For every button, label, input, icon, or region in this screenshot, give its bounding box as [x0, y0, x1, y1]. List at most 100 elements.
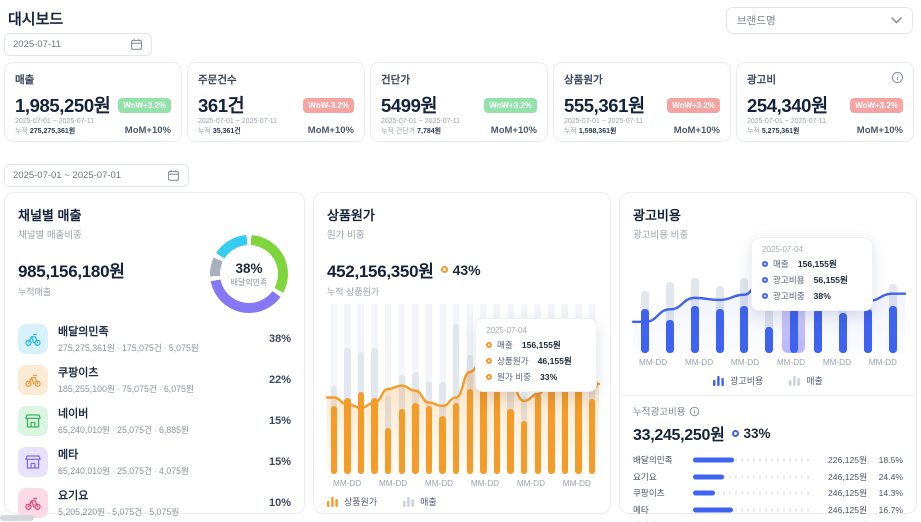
kpi-card-aov: 건단가 5499원 WoW+3.2% 2025-07-01 ~ 2025-07-…: [370, 62, 548, 142]
bike-icon: [18, 487, 48, 518]
channel-name: 메타: [58, 449, 79, 461]
cost-total-label: 누적 상품원가: [327, 287, 380, 297]
kpi-card-ad-spend: 광고비 254,340원 WoW+3.2% 2025-07-01 ~ 2025-…: [736, 62, 914, 142]
panels-row: 채널별 매출 채널별 매출비중 985,156,180원 누적매출 38% 배달…: [4, 192, 917, 522]
kpi-cumulative: 누적 275,275,361원: [15, 128, 76, 135]
channel-row-naver[interactable]: 네이버 65,240,010원 · 25,075건 · 6,885원 15%: [18, 400, 291, 441]
chevron-down-icon: [891, 17, 902, 24]
channel-name: 쿠팡이츠: [58, 367, 99, 379]
bar-chart-icon: [327, 496, 338, 507]
tooltip-date: 2025-07-04: [762, 245, 803, 254]
date-picker-value: 2025-07-11: [13, 39, 61, 50]
cost-bar-line-chart[interactable]: 2025-07-04 매출 156,155원 상품원가 46,155원 원가 비중 3…: [325, 304, 601, 474]
ad-cum-pct: 33%: [743, 425, 771, 441]
kpi-value: 555,361원: [564, 95, 645, 116]
hbar-fill: [693, 490, 716, 496]
channel-stats: 275,275,361원 · 175,075건 · 5,075원: [58, 343, 199, 353]
donut-center-pct: 38%: [235, 260, 263, 276]
divider: [620, 395, 916, 396]
panel-title: 채널별 매출: [18, 208, 82, 223]
blue-ring-dot-icon: [762, 261, 768, 267]
channel-donut-chart[interactable]: 38% 배달의민족: [210, 235, 288, 313]
panel-product-cost: 상품원가 원가 비중 452,156,350원 43% 누적 상품원가 2025…: [313, 192, 611, 514]
calendar-icon: [131, 39, 142, 50]
cost-x-axis: MM-DD MM-DD MM-DD MM-DD MM-DD MM-DD: [333, 479, 591, 488]
ad-cum-value: 33,245,250원: [633, 427, 725, 444]
ad-legend: 광고비용 매출: [633, 374, 903, 387]
legend-item-revenue[interactable]: 매출: [789, 374, 823, 387]
kpi-value: 1,985,250원: [15, 95, 111, 116]
blue-ring-dot-icon: [731, 429, 739, 437]
kpi-value: 5499원: [381, 95, 438, 116]
cost-total-value: 452,156,350원: [327, 262, 434, 281]
date-range-picker[interactable]: 2025-07-01 ~ 2025-07-01: [4, 164, 189, 187]
orange-ring-dot-icon: [486, 374, 492, 380]
channel-row-baemin[interactable]: 배달의민족 275,275,361원 · 175,075건 · 5,075원 38%: [18, 318, 291, 359]
date-picker[interactable]: 2025-07-11: [4, 33, 152, 56]
kpi-card-revenue: 매출 1,985,250원 WoW+3.2% 2025-07-01 ~ 2025…: [4, 62, 182, 142]
kpi-cumulative: 누적 35,361건: [198, 128, 241, 135]
date-range-value: 2025-07-01 ~ 2025-07-01: [13, 170, 122, 181]
channel-row-coupangeats[interactable]: 쿠팡이츠 185,255,100원 · 75,075건 · 6,075원 22%: [18, 359, 291, 400]
hbar-fill: [693, 507, 734, 513]
channel-list: 배달의민족 275,275,361원 · 175,075건 · 5,075원 38% 쿠…: [18, 318, 291, 522]
kpi-mom: MoM+10%: [490, 125, 537, 136]
tooltip-date: 2025-07-04: [486, 326, 527, 335]
info-icon[interactable]: [891, 71, 904, 84]
orange-ring-dot-icon: [486, 358, 492, 364]
hbar-track: [693, 490, 811, 496]
channel-name: 요기요: [58, 490, 89, 502]
kpi-title: 광고비: [747, 74, 776, 86]
ad-channel-bars: 배달의민족 226,125원 18.5% 요기요 246,125원 24.4% …: [633, 452, 903, 522]
legend-item-revenue[interactable]: 매출: [403, 495, 437, 508]
blue-ring-dot-icon: [762, 293, 768, 299]
kpi-card-product-cost: 상품원가 555,361원 WoW+3.2% 2025-07-01 ~ 2025…: [553, 62, 731, 142]
channel-total: 985,156,180원 누적매출: [18, 257, 291, 298]
donut-center: 38% 배달의민족: [210, 235, 288, 313]
info-icon[interactable]: [689, 406, 700, 417]
cost-total: 452,156,350원 43%: [327, 257, 597, 282]
channel-pct: 38%: [268, 332, 291, 345]
hbar-track: [693, 457, 811, 463]
orange-ring-dot-icon: [440, 266, 448, 273]
channel-name: 배달의민족: [58, 326, 109, 338]
page-title: 대시보드: [8, 11, 64, 28]
panel-subtitle: 원가 비중: [327, 230, 365, 241]
ad-bar-row-coupangeats: 쿠팡이츠 246,125원 14.3%: [633, 488, 903, 499]
channel-pct: 15%: [268, 414, 291, 427]
hbar-fill: [693, 457, 735, 463]
ad-chart-tooltip: 2025-07-04 매출 156,155원 광고비용 56,155원 광고비중 38…: [751, 237, 873, 311]
channel-pct: 15%: [268, 455, 291, 468]
kpi-card-orders: 주문건수 361건 WoW-3.2% 2025-07-01 ~ 2025-07-…: [187, 62, 365, 142]
wow-badge: WoW-3.2%: [303, 97, 354, 113]
kpi-mom: MoM+10%: [856, 125, 903, 136]
kpi-cumulative: 누적 건단가 7,784원: [381, 128, 442, 135]
legend-item-product-cost[interactable]: 상품원가: [327, 495, 377, 508]
cost-legend: 상품원가 매출: [327, 495, 597, 508]
channel-row-yogiyo[interactable]: 요기요 5,205,220원 · 5,075건 · 5,075원 10%: [18, 482, 291, 522]
panel-title: 광고비용: [633, 208, 681, 223]
ad-cum-label: 누적광고비용: [633, 407, 686, 418]
channel-stats: 185,255,100원 · 75,075건 · 6,075원: [58, 384, 194, 394]
ad-cum-total: 33,245,250원 33%: [633, 421, 903, 445]
channel-total-value: 985,156,180원: [18, 262, 125, 281]
kpi-period: 2025-07-01 ~ 2025-07-11: [747, 118, 827, 125]
channel-stats: 5,205,220원 · 5,075건 · 5,075원: [58, 507, 180, 517]
kpi-period: 2025-07-01 ~ 2025-07-11: [15, 118, 95, 125]
ad-bar-row-baemin: 배달의민족 226,125원 18.5%: [633, 455, 903, 466]
ad-bar-line-chart[interactable]: 2025-07-04 매출 156,155원 광고비용 56,155원 광고비중 38…: [631, 237, 907, 353]
ad-x-axis: MM-DD MM-DD MM-DD MM-DD MM-DD MM-DD: [639, 358, 897, 367]
horizontal-scrollbar[interactable]: [0, 515, 34, 521]
channel-pct: 22%: [268, 373, 291, 386]
channel-row-meta[interactable]: 메타 65,240,010원 · 25,075건 · 4,075원 15%: [18, 441, 291, 482]
channel-pct: 10%: [268, 496, 291, 509]
donut-center-label: 배달의민족: [230, 277, 268, 287]
kpi-value: 254,340원: [747, 95, 828, 116]
brand-select[interactable]: 브랜드명: [726, 7, 913, 34]
kpi-title: 상품원가: [564, 74, 603, 86]
bike-icon: [18, 323, 48, 354]
ad-bar-row-naver: 네이버 246,125원 9.3%: [633, 518, 903, 522]
kpi-mom: MoM+10%: [124, 125, 171, 136]
legend-item-ad-spend[interactable]: 광고비용: [713, 374, 763, 387]
